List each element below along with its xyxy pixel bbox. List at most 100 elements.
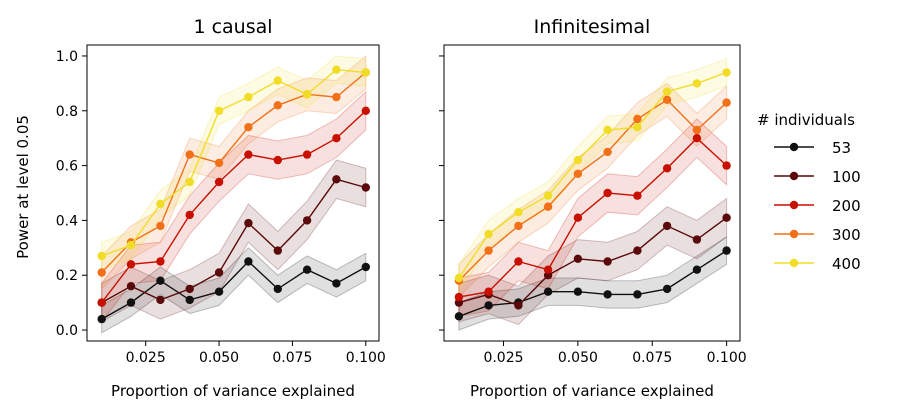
data-point-100-8	[692, 235, 702, 244]
data-point-200-5	[244, 150, 253, 159]
y-axis-label: Power at level 0.05	[14, 115, 32, 259]
data-point-400-1	[126, 240, 136, 250]
data-point-53-8	[332, 279, 341, 288]
data-point-300-6	[633, 114, 642, 124]
data-point-100-5	[603, 257, 612, 266]
legend-label: 300	[832, 226, 861, 244]
data-point-53-8	[692, 265, 702, 274]
data-point-53-3	[185, 295, 194, 305]
data-point-200-3	[543, 265, 553, 274]
data-point-100-1	[126, 282, 136, 291]
data-point-53-9	[361, 262, 370, 272]
data-point-400-0	[97, 251, 106, 261]
data-point-400-3	[185, 177, 194, 187]
series-line-53	[458, 250, 727, 317]
data-point-53-6	[273, 284, 282, 294]
data-point-100-6	[633, 246, 642, 255]
legend-marker	[789, 171, 799, 181]
data-point-300-5	[244, 123, 253, 132]
data-point-53-6	[633, 290, 642, 299]
data-point-400-2	[156, 199, 165, 209]
data-point-400-5	[244, 92, 253, 102]
band-300	[458, 82, 728, 299]
data-point-53-0	[454, 312, 464, 321]
x-axis-label: Proportion of variance explained	[111, 382, 355, 400]
data-point-300-7	[662, 95, 672, 105]
band-100	[101, 159, 367, 323]
data-point-400-7	[662, 87, 672, 96]
legend-marker	[789, 229, 799, 239]
y-tick-label: 1.0	[56, 49, 78, 65]
x-tick-label: 0.100	[707, 350, 747, 366]
series-line-100	[101, 178, 366, 304]
data-point-200-6	[633, 191, 642, 200]
x-tick-label: 0.075	[272, 350, 312, 366]
data-point-53-2	[156, 276, 165, 285]
data-point-200-6	[273, 155, 282, 165]
legend-marker	[789, 258, 799, 268]
panel-title: 1 causal	[193, 16, 272, 38]
panel-title: Infinitesimal	[534, 16, 651, 38]
data-point-100-7	[302, 216, 312, 225]
legend-item-300: 300	[774, 226, 861, 244]
data-point-300-3	[543, 202, 553, 211]
data-point-400-0	[454, 273, 464, 283]
data-point-200-2	[514, 257, 523, 266]
data-point-400-8	[692, 79, 702, 88]
x-tick-label: 0.025	[483, 350, 523, 366]
legend-item-400: 400	[774, 255, 861, 273]
data-point-400-2	[514, 208, 523, 217]
data-point-300-0	[97, 268, 106, 277]
data-point-300-1	[484, 246, 493, 255]
data-point-400-3	[543, 191, 553, 200]
data-point-53-9	[722, 246, 731, 255]
series-line-300	[101, 71, 367, 273]
data-point-400-4	[214, 106, 224, 116]
x-axis-label: Proportion of variance explained	[470, 382, 714, 400]
legend-label: 100	[832, 168, 861, 186]
data-point-400-7	[302, 90, 312, 99]
x-tick-label: 0.075	[632, 350, 672, 366]
data-point-100-7	[662, 221, 672, 231]
y-tick-label: 0.0	[56, 323, 78, 339]
data-point-53-1	[126, 298, 136, 307]
legend-label: 53	[832, 139, 851, 157]
data-point-400-8	[332, 65, 341, 74]
data-point-53-7	[662, 284, 672, 294]
axes-frame	[86, 44, 380, 342]
data-point-300-8	[692, 125, 702, 135]
data-point-200-4	[573, 213, 583, 222]
series-line-200	[458, 137, 728, 298]
panels: 0.025 0.050 0.075 0.100 0.0 0.2 0.4 0.6 0.8 1.0 1 …	[56, 16, 747, 400]
legend-marker	[789, 200, 799, 210]
data-point-300-9	[722, 98, 731, 107]
data-point-100-4	[214, 268, 224, 277]
data-point-400-9	[361, 68, 370, 77]
data-point-53-5	[244, 257, 253, 266]
data-point-200-2	[156, 257, 165, 266]
data-point-100-8	[332, 175, 341, 184]
data-point-53-4	[214, 287, 224, 296]
data-point-200-0	[454, 292, 464, 302]
band-100	[458, 197, 728, 326]
x-tick-label: 0.100	[346, 350, 386, 366]
data-point-200-4	[214, 177, 224, 187]
panel-0: 0.025 0.050 0.075 0.100 0.0 0.2 0.4 0.6 0.8 1.0 1 …	[56, 16, 386, 400]
data-point-200-9	[361, 106, 370, 116]
y-tick-label: 0.4	[56, 213, 78, 229]
series-line-400	[101, 68, 366, 257]
data-point-100-2	[514, 301, 523, 310]
series-line-53	[101, 260, 367, 320]
data-point-53-0	[97, 314, 106, 324]
data-point-53-1	[484, 301, 493, 310]
axes-frame	[443, 44, 741, 342]
data-point-100-2	[156, 295, 165, 305]
data-point-300-8	[332, 92, 341, 102]
series-line-300	[458, 98, 728, 282]
data-point-400-6	[633, 123, 642, 132]
legend-label: 400	[832, 255, 861, 273]
data-point-53-3	[543, 287, 553, 296]
data-point-300-2	[514, 221, 523, 231]
band-200	[458, 118, 728, 317]
